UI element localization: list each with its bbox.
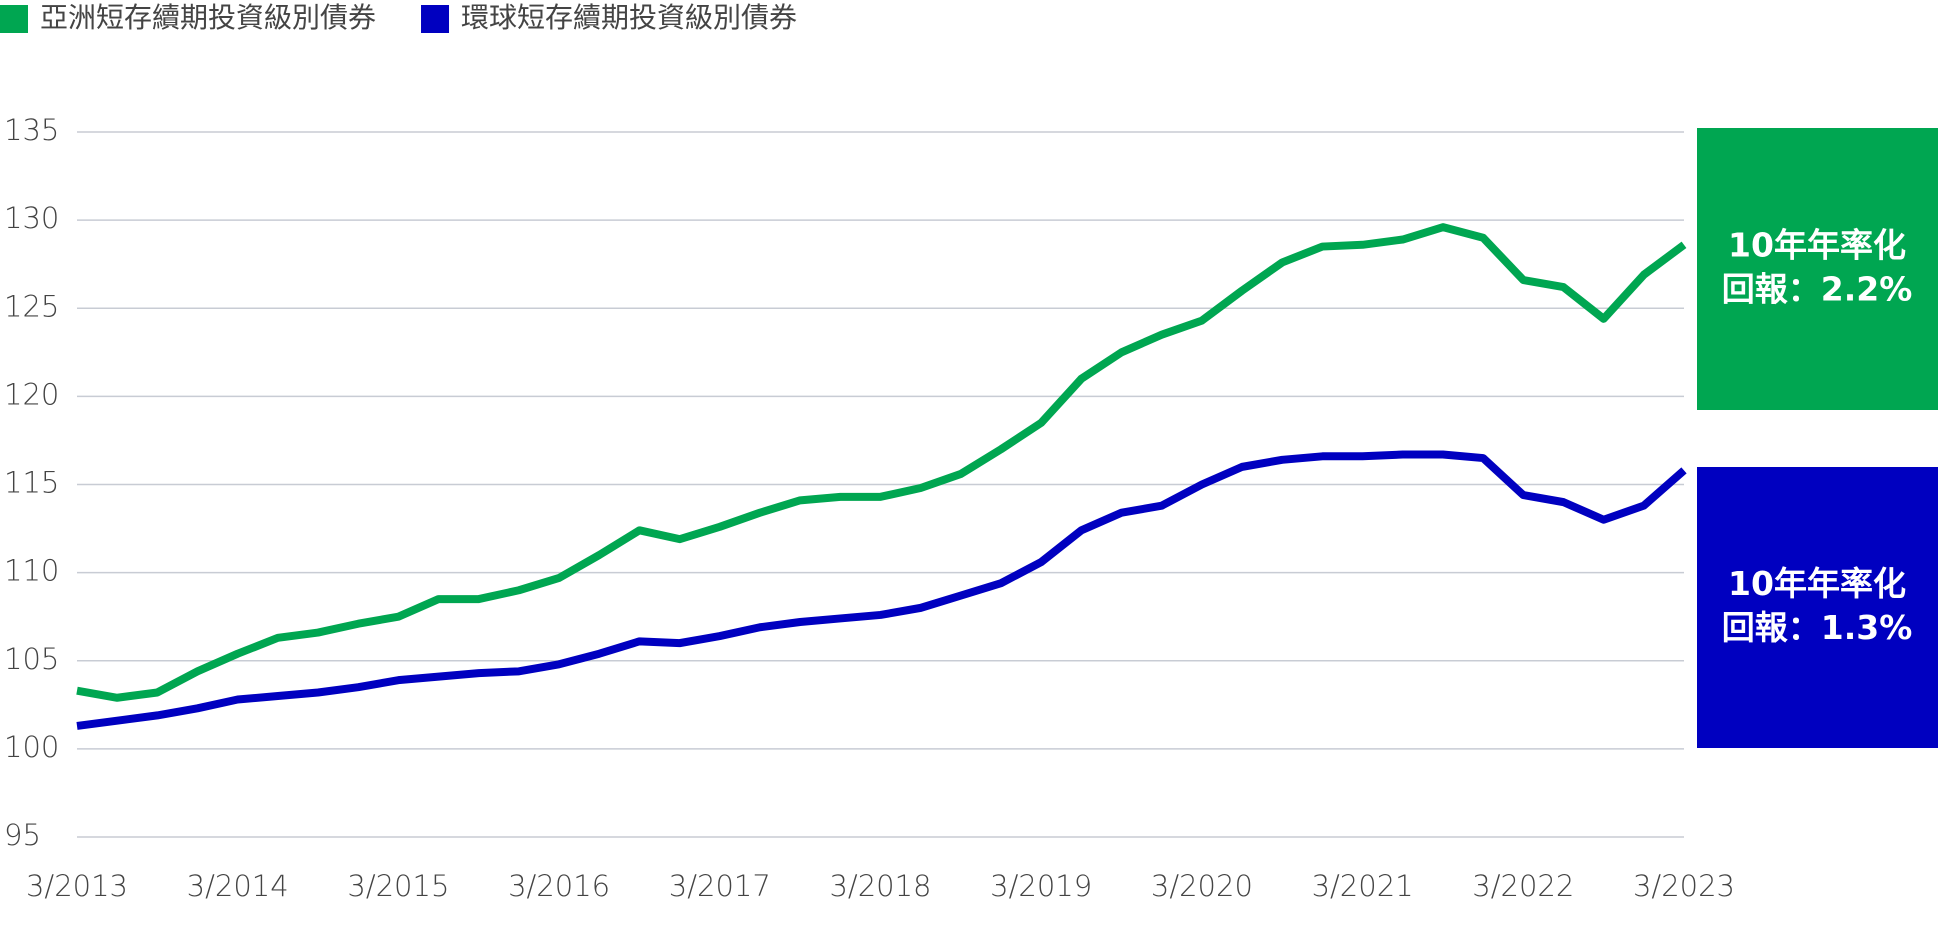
x-tick-label: 3/2022 xyxy=(1472,869,1574,903)
y-tick-label: 120 xyxy=(4,377,59,411)
y-tick-label: 130 xyxy=(4,201,59,235)
annotation-text: 回報：2.2% xyxy=(1722,270,1913,309)
x-tick-label: 3/2017 xyxy=(669,869,771,903)
annotation-text: 10年年率化 xyxy=(1728,226,1906,265)
annotation-text: 10年年率化 xyxy=(1728,564,1906,603)
y-tick-label: 95 xyxy=(4,818,41,852)
annotation-text: 回報：1.3% xyxy=(1722,608,1913,647)
y-tick-label: 115 xyxy=(4,466,59,500)
y-tick-label: 110 xyxy=(4,554,59,588)
legend-label: 亞洲短存續期投資級別債券 xyxy=(40,1,376,34)
y-tick-label: 100 xyxy=(4,730,59,764)
y-tick-label: 135 xyxy=(4,113,59,147)
y-tick-label: 125 xyxy=(4,289,59,323)
legend-swatch xyxy=(421,5,450,33)
annotation-box xyxy=(1697,128,1938,410)
legend-label: 環球短存續期投資級別債券 xyxy=(461,1,797,34)
x-tick-label: 3/2014 xyxy=(187,869,289,903)
y-tick-label: 105 xyxy=(4,642,59,676)
data-line xyxy=(76,450,1687,730)
legend-swatch xyxy=(0,5,28,33)
x-tick-label: 3/2021 xyxy=(1312,869,1414,903)
annotation-box xyxy=(1697,467,1938,748)
x-tick-label: 3/2019 xyxy=(990,869,1092,903)
x-tick-label: 3/2015 xyxy=(347,869,449,903)
x-tick-label: 3/2020 xyxy=(1151,869,1253,903)
x-tick-label: 3/2013 xyxy=(26,869,128,903)
x-tick-label: 3/2023 xyxy=(1633,869,1735,903)
x-tick-label: 3/2018 xyxy=(829,869,931,903)
data-line xyxy=(76,223,1687,702)
x-tick-label: 3/2016 xyxy=(508,869,610,903)
